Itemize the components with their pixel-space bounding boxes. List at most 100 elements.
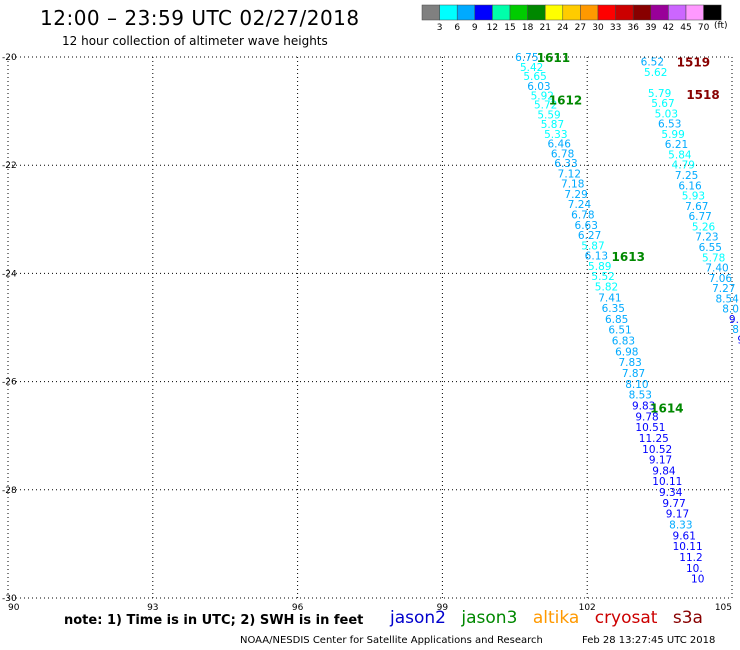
swh-value: 7.67	[685, 201, 708, 213]
swh-value: 5.52	[591, 271, 614, 283]
pass-label-1613: 1613	[612, 250, 645, 264]
swh-value: 9.61	[673, 530, 696, 542]
x-tick-label: 93	[147, 603, 158, 613]
y-tick-label: -20	[2, 53, 17, 63]
legend-swatch-7	[544, 4, 564, 21]
swh-value: 7.29	[564, 189, 587, 201]
swh-value: 6.77	[688, 211, 711, 223]
swh-value: 7.83	[618, 357, 641, 369]
swh-value: 7.24	[568, 199, 592, 211]
legend-label-1: 6	[454, 23, 460, 33]
swh-value: 10.51	[635, 422, 665, 434]
legend-swatch-2	[456, 4, 476, 21]
credit-line: NOAA/NESDIS Center for Satellite Applica…	[240, 635, 543, 646]
chart-title: 12:00 – 23:59 UTC 02/27/2018	[40, 6, 360, 30]
legend-label-13: 42	[663, 23, 674, 33]
swh-value: 5.33	[544, 129, 567, 141]
swh-value: 10.	[686, 563, 703, 575]
swh-value: 8.	[732, 324, 740, 336]
swh-value: 9.83	[632, 400, 655, 412]
swh-value: 10	[691, 574, 704, 586]
swh-value: 9.17	[649, 455, 672, 467]
legend-swatch-1	[439, 4, 458, 21]
swh-value: 9	[737, 334, 740, 346]
swh-value: 5.72	[534, 100, 557, 112]
swh-value: 8.0	[722, 304, 739, 316]
legend-unit: (ft)	[714, 21, 728, 31]
swh-value: 8.54	[715, 293, 739, 305]
y-tick-label: -22	[2, 161, 17, 171]
swh-value: 5.65	[523, 71, 546, 83]
swh-value: 7.40	[705, 263, 728, 275]
legend-label-3: 12	[487, 23, 498, 33]
legend-label-7: 24	[557, 23, 569, 33]
legend-label-11: 36	[627, 23, 639, 33]
swh-value: 6.33	[554, 158, 577, 170]
generated-timestamp: Feb 28 13:27:45 UTC 2018	[582, 635, 716, 646]
legend-swatch-14	[668, 4, 687, 21]
swh-value: 9.34	[659, 487, 683, 499]
y-tick-label: -28	[2, 486, 17, 496]
legend-label-14: 45	[680, 23, 691, 33]
swh-value: 7.87	[622, 368, 645, 380]
swh-value: 5.84	[668, 149, 692, 161]
swh-value: 7.25	[675, 170, 698, 182]
swh-value: 6.98	[615, 346, 638, 358]
mission-jason2: jason2	[390, 608, 446, 628]
swh-value: 5.92	[531, 90, 554, 102]
swh-value: 7.23	[695, 232, 718, 244]
legend-label-8: 27	[575, 23, 586, 33]
swh-value: 5.59	[537, 109, 560, 121]
footer-note: note: 1) Time is in UTC; 2) SWH is in fe…	[64, 613, 364, 628]
legend-swatch-3	[474, 4, 493, 21]
legend-swatch-0	[421, 4, 440, 21]
swh-value: 5.78	[702, 252, 725, 264]
swh-value: 6.78	[551, 148, 574, 160]
legend-swatch-5	[509, 4, 528, 21]
swh-value: 7.12	[558, 168, 581, 180]
swh-value: 7.27	[712, 283, 735, 295]
swh-value: 5.93	[682, 191, 705, 203]
mission-s3a: s3a	[672, 608, 703, 628]
mission-legend: jason2 jason3 altika cryosat s3a	[390, 608, 713, 628]
legend-label-4: 15	[504, 23, 515, 33]
swh-value: 6.16	[678, 180, 702, 192]
grid-lines	[7, 56, 733, 599]
pass-label-1614: 1614	[650, 402, 683, 416]
swh-value: 8.10	[625, 379, 648, 391]
swh-value: 9.78	[635, 411, 658, 423]
swh-value: 10.52	[642, 444, 672, 456]
swh-value: 6.52	[641, 56, 664, 68]
swh-value: 5.42	[520, 62, 543, 74]
mission-cryosat: cryosat	[594, 608, 658, 628]
legend-label-15: 70	[698, 23, 710, 33]
swh-value: 6.85	[605, 314, 628, 326]
swh-value: 5.62	[644, 67, 667, 79]
swh-value: 5.67	[651, 98, 674, 110]
mission-jason3: jason3	[461, 608, 518, 628]
legend-swatch-11	[615, 4, 634, 21]
swh-value: 9.77	[662, 498, 685, 510]
swh-value: 6.27	[578, 230, 601, 242]
legend-swatch-15	[685, 4, 704, 21]
swh-value: 7.06	[709, 273, 733, 285]
swh-value: 5.79	[648, 88, 671, 100]
legend-swatch-6	[527, 4, 546, 21]
swh-value: 8.33	[669, 520, 692, 532]
data-marks: 6.755.425.656.035.925.725.595.875.336.46…	[515, 51, 740, 586]
swh-value: 6.55	[699, 242, 722, 254]
color-legend: 3 6 9 12 15 18 21 24 27 30 33 36 39 42 45 70	[421, 4, 722, 33]
swh-value: 7.18	[561, 179, 584, 191]
legend-label-10: 33	[610, 23, 621, 33]
swh-value: 6.21	[665, 139, 688, 151]
legend-swatch-10	[597, 4, 616, 21]
y-tick-label: -26	[2, 378, 17, 388]
x-tick-label: 96	[292, 603, 304, 613]
chart-subtitle: 12 hour collection of altimeter wave hei…	[62, 34, 328, 48]
swh-value: 6.13	[585, 251, 608, 263]
legend-swatch-13	[650, 4, 669, 21]
swh-value: 9.	[729, 314, 739, 326]
swh-value: 6.51	[608, 325, 631, 337]
pass-label-1519: 1519	[677, 55, 710, 69]
x-tick-label: 105	[715, 603, 732, 613]
